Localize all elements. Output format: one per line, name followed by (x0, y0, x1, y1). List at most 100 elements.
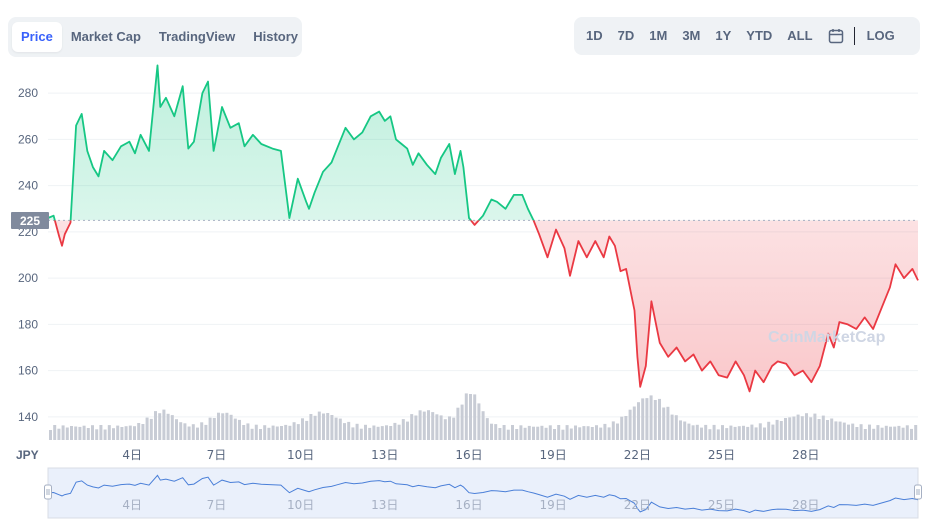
range-1m-button[interactable]: 1M (649, 28, 668, 43)
volume-bar (149, 418, 153, 440)
volume-bar (359, 428, 363, 440)
navigator-tick-label: 28日 (792, 498, 819, 512)
volume-bar (49, 430, 52, 440)
volume-bar (880, 427, 884, 440)
navigator-left-handle[interactable] (44, 484, 52, 500)
volume-bar (229, 414, 233, 440)
volume-bar (897, 425, 901, 440)
volume-bar (452, 417, 456, 440)
volume-bar (842, 422, 846, 440)
x-tick-label: 7日 (207, 448, 227, 462)
volume-bar (380, 426, 384, 440)
volume-bar (334, 417, 338, 440)
tab-history[interactable]: History (253, 29, 299, 44)
volume-bar (893, 426, 897, 440)
volume-bar (754, 427, 758, 440)
volume-bar (527, 425, 531, 440)
range-ytd-button[interactable]: YTD (746, 28, 773, 43)
volume-bar (242, 425, 246, 440)
x-tick-label: 25日 (708, 448, 735, 462)
calendar-icon[interactable] (822, 22, 850, 50)
volume-bar (284, 424, 288, 440)
volume-bars (49, 393, 918, 440)
volume-bar (620, 416, 624, 440)
volume-bar (464, 393, 468, 440)
volume-bar (485, 418, 489, 440)
volume-bar (460, 404, 464, 440)
x-tick-label: 16日 (455, 448, 482, 462)
volume-bar (742, 425, 745, 440)
volume-bar (225, 412, 229, 440)
volume-bar (868, 424, 871, 440)
volume-bar (204, 424, 208, 440)
range-all-button[interactable]: ALL (787, 28, 813, 43)
volume-bar (767, 421, 771, 440)
volume-bar (771, 424, 775, 440)
range-7d-button[interactable]: 7D (617, 28, 635, 43)
navigator-line (47, 474, 919, 514)
volume-bar (133, 426, 136, 440)
x-tick-label: 4日 (122, 448, 142, 462)
volume-bar (607, 427, 611, 440)
price-lines (47, 64, 919, 393)
navigator-tick-label: 4日 (122, 498, 142, 512)
volume-bar (561, 429, 565, 440)
volume-bar (662, 407, 666, 440)
range-1y-button[interactable]: 1Y (715, 28, 732, 43)
volume-bar (641, 398, 645, 440)
volume-bar (624, 416, 628, 440)
volume-bar (540, 425, 544, 440)
volume-bar (716, 429, 720, 440)
volume-bar (254, 424, 258, 440)
volume-bar (141, 424, 145, 440)
volume-bar (746, 426, 750, 440)
volume-bar (855, 427, 859, 440)
volume-bar (813, 413, 817, 440)
volume-bar (729, 425, 733, 440)
volume-bar (611, 421, 615, 440)
volume-bar (523, 427, 527, 440)
volume-bar (775, 419, 779, 440)
volume-bar (53, 425, 57, 440)
price-line-up (47, 64, 535, 221)
volume-bar (116, 425, 120, 440)
tab-tradingview[interactable]: TradingView (158, 29, 236, 44)
log-scale-button[interactable]: LOG (866, 28, 895, 43)
volume-bar (800, 416, 804, 440)
volume-bar (179, 422, 183, 440)
volume-bar (502, 425, 506, 440)
y-tick-label: 280 (18, 86, 38, 100)
currency-label: JPY (16, 448, 39, 462)
volume-bar (830, 418, 834, 440)
volume-bar (259, 429, 262, 440)
volume-bar (691, 425, 695, 440)
range-3m-button[interactable]: 3M (682, 28, 701, 43)
volume-bar (519, 425, 523, 440)
navigator[interactable]: 4日 7日 10日 13日 16日 19日 22日 25日 28日 (44, 467, 922, 519)
tab-price[interactable]: Price (12, 22, 62, 52)
navigator-right-handle[interactable] (914, 484, 922, 500)
volume-bar (910, 428, 913, 440)
volume-bar (406, 421, 409, 440)
volume-bar (183, 423, 187, 440)
volume-bar (708, 429, 712, 440)
volume-bar (166, 413, 170, 440)
volume-bar (443, 419, 447, 440)
volume-bar (809, 417, 813, 440)
price-line-down (53, 220, 919, 393)
volume-bar (851, 423, 855, 440)
volume-bar (305, 420, 309, 440)
volume-bar (586, 426, 590, 440)
volume-bar (628, 409, 632, 440)
volume-bar (410, 414, 414, 440)
volume-bar (553, 429, 556, 440)
tab-market-cap[interactable]: Market Cap (70, 29, 141, 44)
volume-bar (653, 400, 657, 440)
y-tick-label: 140 (18, 410, 38, 424)
volume-bar (103, 429, 107, 440)
volume-bar (574, 425, 577, 440)
range-1d-button[interactable]: 1D (586, 28, 603, 43)
area-below-baseline (54, 220, 918, 392)
navigator-tick-label: 25日 (708, 498, 735, 512)
volume-bar (317, 411, 321, 440)
